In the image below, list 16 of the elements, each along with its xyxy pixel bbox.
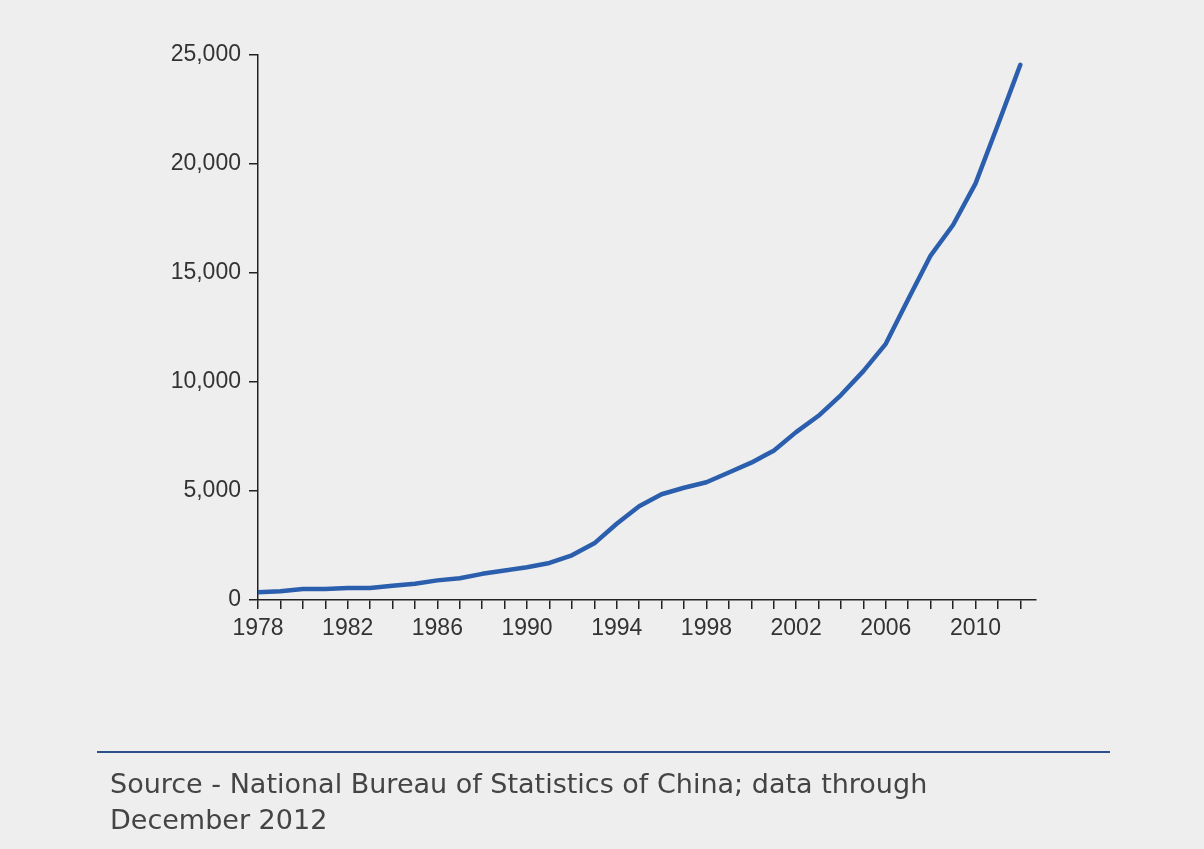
x-tick-label: 1986 bbox=[411, 614, 463, 641]
y-tick-label: 15,000 bbox=[170, 258, 241, 285]
x-tick-label: 2002 bbox=[770, 614, 822, 641]
y-tick-label: 20,000 bbox=[170, 149, 241, 176]
x-tick-label: 1982 bbox=[322, 614, 374, 641]
source-note: Source - National Bureau of Statistics of China; data through December 2012 bbox=[110, 767, 929, 837]
y-tick-label: 5,000 bbox=[183, 476, 241, 503]
x-tick-label: 2006 bbox=[860, 614, 912, 641]
y-tick-label: 0 bbox=[228, 585, 241, 612]
x-tick-label: 1994 bbox=[591, 614, 643, 641]
x-tick-label: 2010 bbox=[949, 614, 1002, 641]
x-tick-label: 1978 bbox=[232, 614, 284, 641]
x-tick-label: 1990 bbox=[501, 614, 553, 641]
y-tick-label: 25,000 bbox=[170, 40, 241, 67]
y-tick-label: 10,000 bbox=[170, 367, 241, 394]
x-tick-label: 1998 bbox=[680, 614, 732, 641]
